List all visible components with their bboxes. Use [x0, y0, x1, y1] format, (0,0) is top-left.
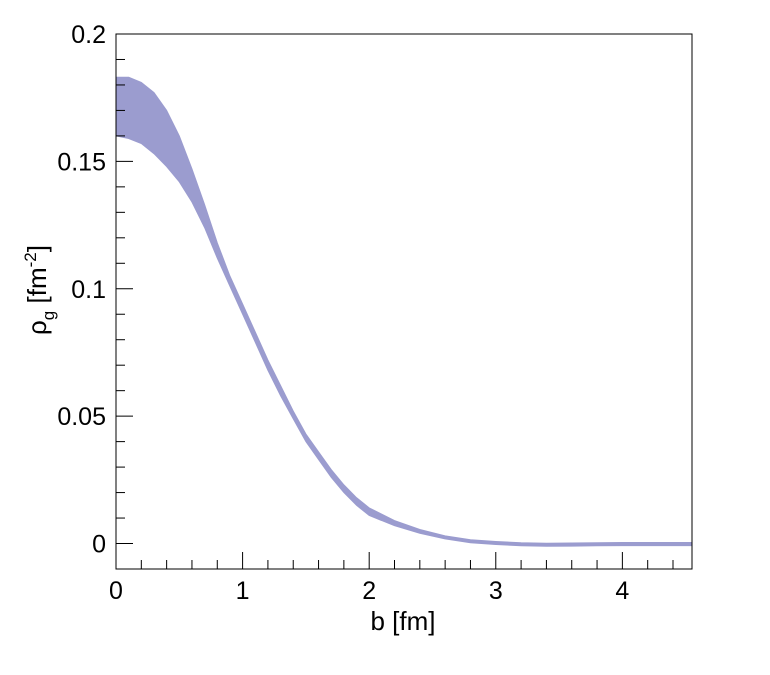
y-axis-label-unit-close: ] [22, 245, 52, 252]
y-tick-label: 0.2 [71, 21, 106, 49]
uncertainty-band-layer [115, 76, 693, 547]
x-tick-label: 1 [236, 577, 250, 605]
y-axis-label-unit-open: [fm [22, 267, 52, 310]
tick-labels-layer: 0 1 2 3 4 0 0.05 0.1 0.15 0.2 [57, 21, 629, 605]
y-axis-label-subscript: g [39, 311, 58, 320]
y-axis-label: ρg [fm-2] [21, 245, 58, 335]
axis-ticks-layer [115, 33, 674, 570]
x-tick-label: 4 [615, 577, 629, 605]
plot-frame [115, 33, 693, 570]
x-tick-label: 3 [489, 577, 503, 605]
x-tick-label: 0 [109, 577, 123, 605]
y-tick-label: 0.1 [71, 276, 106, 304]
y-axis-label-symbol: ρ [22, 320, 52, 335]
y-axis-label-superscript: -2 [21, 252, 40, 267]
y-tick-label: 0.05 [57, 403, 106, 431]
y-tick-label: 0 [92, 531, 106, 559]
y-tick-label: 0.15 [57, 148, 106, 176]
x-tick-label: 2 [362, 577, 376, 605]
x-axis-label: b [fm] [370, 606, 435, 636]
uncertainty-band-0 [115, 76, 693, 547]
